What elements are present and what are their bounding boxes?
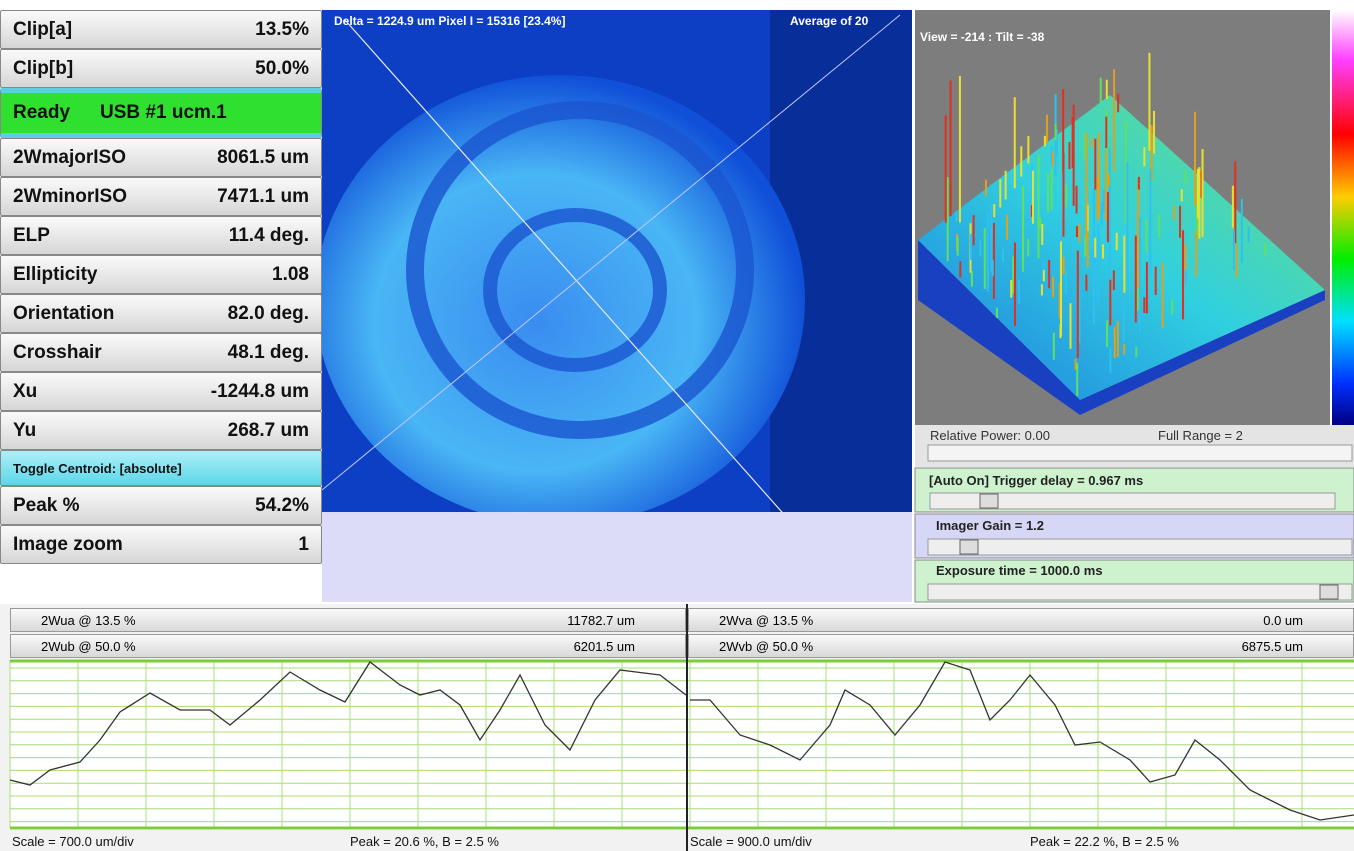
- row-value: 7471.1 um: [217, 186, 309, 208]
- row-label: Crosshair: [13, 342, 102, 364]
- color-scale: [1332, 10, 1354, 425]
- slider-thumb[interactable]: [960, 540, 978, 554]
- measurement-row: 2WminorISO 7471.1 um: [0, 177, 322, 216]
- row-label: Yu: [13, 420, 36, 442]
- image-average: Average of 20: [790, 14, 868, 28]
- row-label: Orientation: [13, 303, 114, 325]
- profile-header: 2Wua @ 13.5 % 11782.7 um: [10, 608, 686, 632]
- row-label: Clip[a]: [13, 19, 72, 41]
- row-value: 268.7 um: [228, 420, 309, 442]
- measurement-panel: Clip[a] 13.5% Clip[b] 50.0% Ready USB #1 ucm.…: [0, 10, 322, 564]
- slider-thumb[interactable]: [1320, 585, 1338, 599]
- measurement-row: Ellipticity 1.08: [0, 255, 322, 294]
- row-value: 1.08: [272, 264, 309, 286]
- row-label: Ellipticity: [13, 264, 97, 286]
- row-value: -1244.8 um: [211, 381, 309, 403]
- row-value: 11.4 deg.: [229, 225, 309, 247]
- image-margin: [322, 512, 912, 602]
- slider-track[interactable]: [928, 584, 1352, 600]
- profile-header: 2Wvb @ 50.0 % 6875.5 um: [688, 634, 1354, 658]
- row-value: 13.5%: [255, 19, 309, 41]
- measurement-row: Clip[b] 50.0%: [0, 49, 322, 88]
- profile-label: 2Wua @ 13.5 %: [41, 613, 136, 628]
- app-window: Clip[a] 13.5% Clip[b] 50.0% Ready USB #1 ucm.…: [0, 0, 1354, 851]
- trigger-delay: [Auto On] Trigger delay = 0.967 ms: [915, 473, 1143, 488]
- row-label: 2WmajorISO: [13, 147, 126, 169]
- exposure-time: Exposure time = 1000.0 ms: [922, 563, 1103, 578]
- status-bar: Ready USB #1 ucm.1: [0, 88, 322, 138]
- full-range: Full Range = 2: [1158, 428, 1243, 443]
- measurement-row: Image zoom 1: [0, 525, 322, 564]
- status-label: Ready: [13, 102, 70, 124]
- slider-thumb[interactable]: [980, 494, 998, 508]
- profile-label: 2Wva @ 13.5 %: [719, 613, 813, 628]
- row-label: Peak %: [13, 495, 80, 517]
- row-value: 8061.5 um: [217, 147, 309, 169]
- status-device: USB #1 ucm.1: [100, 102, 227, 124]
- measurement-row: Clip[a] 13.5%: [0, 10, 322, 49]
- profile-value: 6875.5 um: [1242, 639, 1303, 654]
- measurement-row: Peak % 54.2%: [0, 486, 322, 525]
- measurement-row: Crosshair 48.1 deg.: [0, 333, 322, 372]
- profile-scale: Scale = 900.0 um/div: [690, 834, 812, 849]
- row-label: Xu: [13, 381, 37, 403]
- profile-peak: Peak = 22.2 %, B = 2.5 %: [1030, 834, 1179, 849]
- profile-header: 2Wva @ 13.5 % 0.0 um: [688, 608, 1354, 632]
- row-value: 50.0%: [255, 58, 309, 80]
- imager-gain: Imager Gain = 1.2: [922, 518, 1044, 533]
- row-value: 54.2%: [255, 495, 309, 517]
- row-label: Clip[b]: [13, 58, 73, 80]
- relative-power: Relative Power: 0.00: [930, 428, 1050, 443]
- profile-scale: Scale = 700.0 um/div: [12, 834, 134, 849]
- toggle-centroid-button[interactable]: Toggle Centroid: [absolute]: [0, 450, 322, 486]
- profile-label: 2Wvb @ 50.0 %: [719, 639, 813, 654]
- profile-peak: Peak = 20.6 %, B = 2.5 %: [350, 834, 499, 849]
- image-info: Delta = 1224.9 um Pixel I = 15316 [23.4%…: [334, 14, 565, 28]
- row-label: ELP: [13, 225, 50, 247]
- profile-label: 2Wub @ 50.0 %: [41, 639, 136, 654]
- profile-value: 6201.5 um: [574, 639, 635, 654]
- row-label: 2WminorISO: [13, 186, 127, 208]
- slider-track[interactable]: [928, 539, 1352, 555]
- measurement-row: ELP 11.4 deg.: [0, 216, 322, 255]
- profile-value: 11782.7 um: [567, 613, 635, 628]
- measurement-row: Yu 268.7 um: [0, 411, 322, 450]
- row-label: Image zoom: [13, 534, 123, 556]
- beam-spot: [315, 75, 805, 525]
- power-bar: [928, 445, 1352, 461]
- measurement-row: Xu -1244.8 um: [0, 372, 322, 411]
- measurement-row: Orientation 82.0 deg.: [0, 294, 322, 333]
- profile-value: 0.0 um: [1263, 613, 1303, 628]
- row-value: 82.0 deg.: [228, 303, 309, 325]
- measurement-row: 2WmajorISO 8061.5 um: [0, 138, 322, 177]
- row-value: 48.1 deg.: [228, 342, 309, 364]
- profile-header: 2Wub @ 50.0 % 6201.5 um: [10, 634, 686, 658]
- view-info: View = -214 : Tilt = -38: [920, 30, 1044, 44]
- row-value: 1: [298, 534, 309, 556]
